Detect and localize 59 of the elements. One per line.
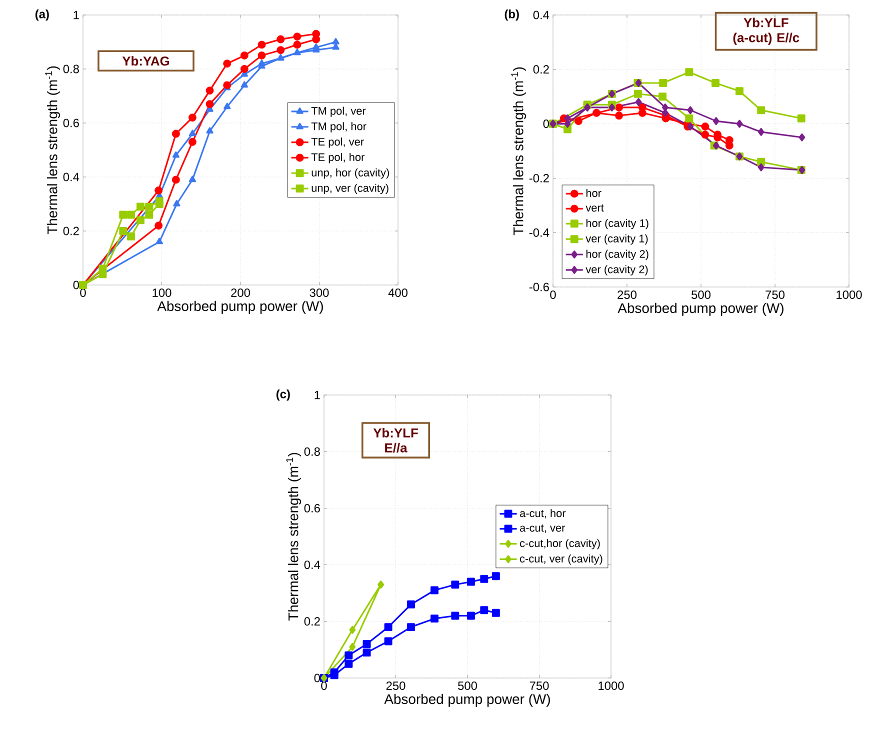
y-tick-label: 0.2: [63, 226, 79, 236]
legend-label: TM pol, ver: [311, 106, 366, 117]
x-tick-label: 250: [618, 290, 637, 299]
legend-label: a-cut, hor: [520, 509, 566, 518]
x-axis-title: Absorbed pump power (W): [384, 694, 550, 707]
chart-title: (c): [276, 390, 290, 401]
legend-label: hor: [586, 188, 602, 198]
x-tick-label: 200: [231, 288, 250, 297]
y-tick-label: 1: [314, 390, 320, 400]
annotation: Yb:YLF (a-cut) E//c: [733, 18, 800, 45]
y-tick-label: 0: [314, 674, 320, 682]
legend-label: ver (cavity 1): [586, 234, 648, 245]
y-axis-title: Thermal lens strength (m$^{-1}$): [286, 452, 302, 621]
y-tick-label: 0.6: [63, 118, 79, 128]
y-tick-label: 0.6: [304, 504, 320, 512]
y-tick-label: -0.6: [529, 282, 549, 292]
y-tick-label: 0.2: [533, 65, 549, 74]
x-tick-label: 1000: [836, 290, 862, 299]
y-tick-label: 0.4: [63, 172, 80, 182]
x-axis-title: Absorbed pump power (W): [157, 300, 323, 314]
legend-label: c-cut,hor (cavity): [520, 539, 600, 550]
x-tick-label: 250: [386, 682, 406, 690]
x-tick-label: 100: [152, 288, 172, 297]
y-tick-label: 0.4: [304, 560, 320, 570]
x-tick-label: 750: [766, 290, 785, 299]
y-axis-title: Thermal lens strength (m$^{-1}$): [45, 66, 60, 234]
legend-label: unp, ver (cavity): [312, 184, 388, 194]
x-axis-title: Absorbed pump power (W): [618, 302, 784, 316]
legend-label: TE pol, ver: [311, 138, 364, 148]
x-tick-label: 400: [388, 288, 408, 297]
y-tick-label: 0: [543, 120, 550, 128]
legend-label: unp, hor (cavity): [312, 168, 389, 179]
legend-label: hor (cavity 2): [586, 250, 648, 260]
legend-label: TM pol, hor: [311, 122, 366, 132]
y-tick-label: 1: [74, 10, 79, 20]
y-tick-label: 0.8: [304, 447, 320, 456]
legend-label: a-cut, ver: [520, 524, 566, 533]
x-tick-label: 1000: [598, 682, 624, 690]
x-tick-label: 750: [530, 682, 549, 690]
chart-title: (b): [504, 10, 519, 21]
y-tick-label: 0: [73, 280, 80, 290]
annotation: Yb:YLF E//a: [373, 428, 418, 453]
y-tick-label: -0.4: [529, 228, 550, 237]
legend-label: TE pol, hor: [311, 152, 365, 164]
x-tick-label: 0: [550, 290, 556, 299]
legend-label: c-cut, ver (cavity): [520, 554, 602, 565]
x-tick-label: 500: [692, 290, 711, 299]
y-tick-label: 0.2: [304, 617, 320, 626]
x-tick-label: 300: [310, 288, 329, 297]
y-axis-title: Thermal lens strength (m$^{-1}$): [511, 67, 526, 236]
y-tick-label: 0.4: [533, 10, 550, 20]
chart-title: (a): [35, 10, 49, 21]
legend-label: hor (cavity 1): [586, 218, 648, 230]
y-tick-label: 0.8: [63, 64, 79, 74]
annotation: Yb:YAG: [122, 56, 170, 66]
x-tick-label: 500: [458, 682, 478, 690]
legend-label: vert: [586, 204, 604, 212]
y-tick-label: -0.2: [529, 174, 549, 182]
legend-label: ver (cavity 2): [586, 265, 648, 276]
